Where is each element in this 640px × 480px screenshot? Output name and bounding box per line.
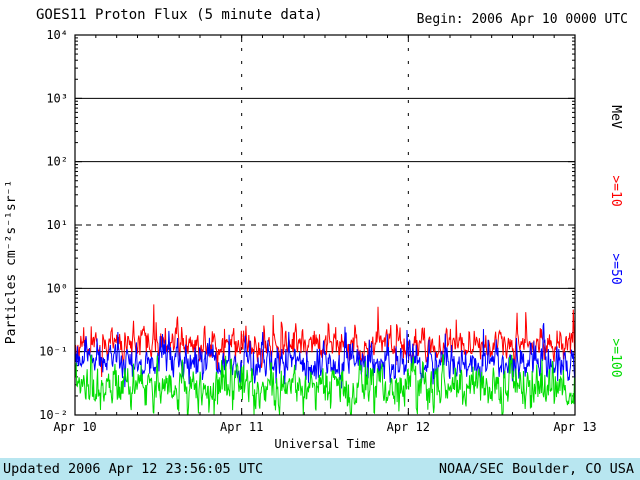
updated-timestamp: Updated 2006 Apr 12 23:56:05 UTC xyxy=(3,461,264,477)
y-tick-label: 10⁻² xyxy=(39,408,68,422)
y-axis-label: Particles cm⁻²s⁻¹sr⁻¹ xyxy=(4,180,19,344)
legend-ge50-label: >=50 xyxy=(608,253,623,284)
begin-timestamp-label: Begin: 2006 Apr 10 0000 UTC xyxy=(416,12,628,27)
x-tick-label: Apr 13 xyxy=(553,420,596,434)
y-tick-label: 10⁴ xyxy=(46,28,68,42)
x-tick-label: Apr 12 xyxy=(387,420,430,434)
y-tick-label: 10⁻¹ xyxy=(39,345,68,359)
y-tick-label: 10³ xyxy=(46,91,68,105)
series-line->=50 xyxy=(74,323,576,391)
chart-title: GOES11 Proton Flux (5 minute data) xyxy=(36,7,323,23)
x-axis-label: Universal Time xyxy=(274,437,375,451)
legend-ge10-label: >=10 xyxy=(608,175,623,206)
right-axis-unit-label: MeV xyxy=(608,105,623,129)
y-tick-label: 10⁰ xyxy=(46,281,68,295)
y-tick-label: 10¹ xyxy=(46,218,68,232)
y-tick-label: 10² xyxy=(46,155,68,169)
x-tick-label: Apr 11 xyxy=(220,420,263,434)
x-tick-label: Apr 10 xyxy=(53,420,96,434)
legend-ge100-label: >=100 xyxy=(608,338,623,377)
source-credit: NOAA/SEC Boulder, CO USA xyxy=(438,461,634,477)
footer-bar: Updated 2006 Apr 12 23:56:05 UTC NOAA/SE… xyxy=(0,458,640,480)
series-line->=100 xyxy=(74,354,576,416)
